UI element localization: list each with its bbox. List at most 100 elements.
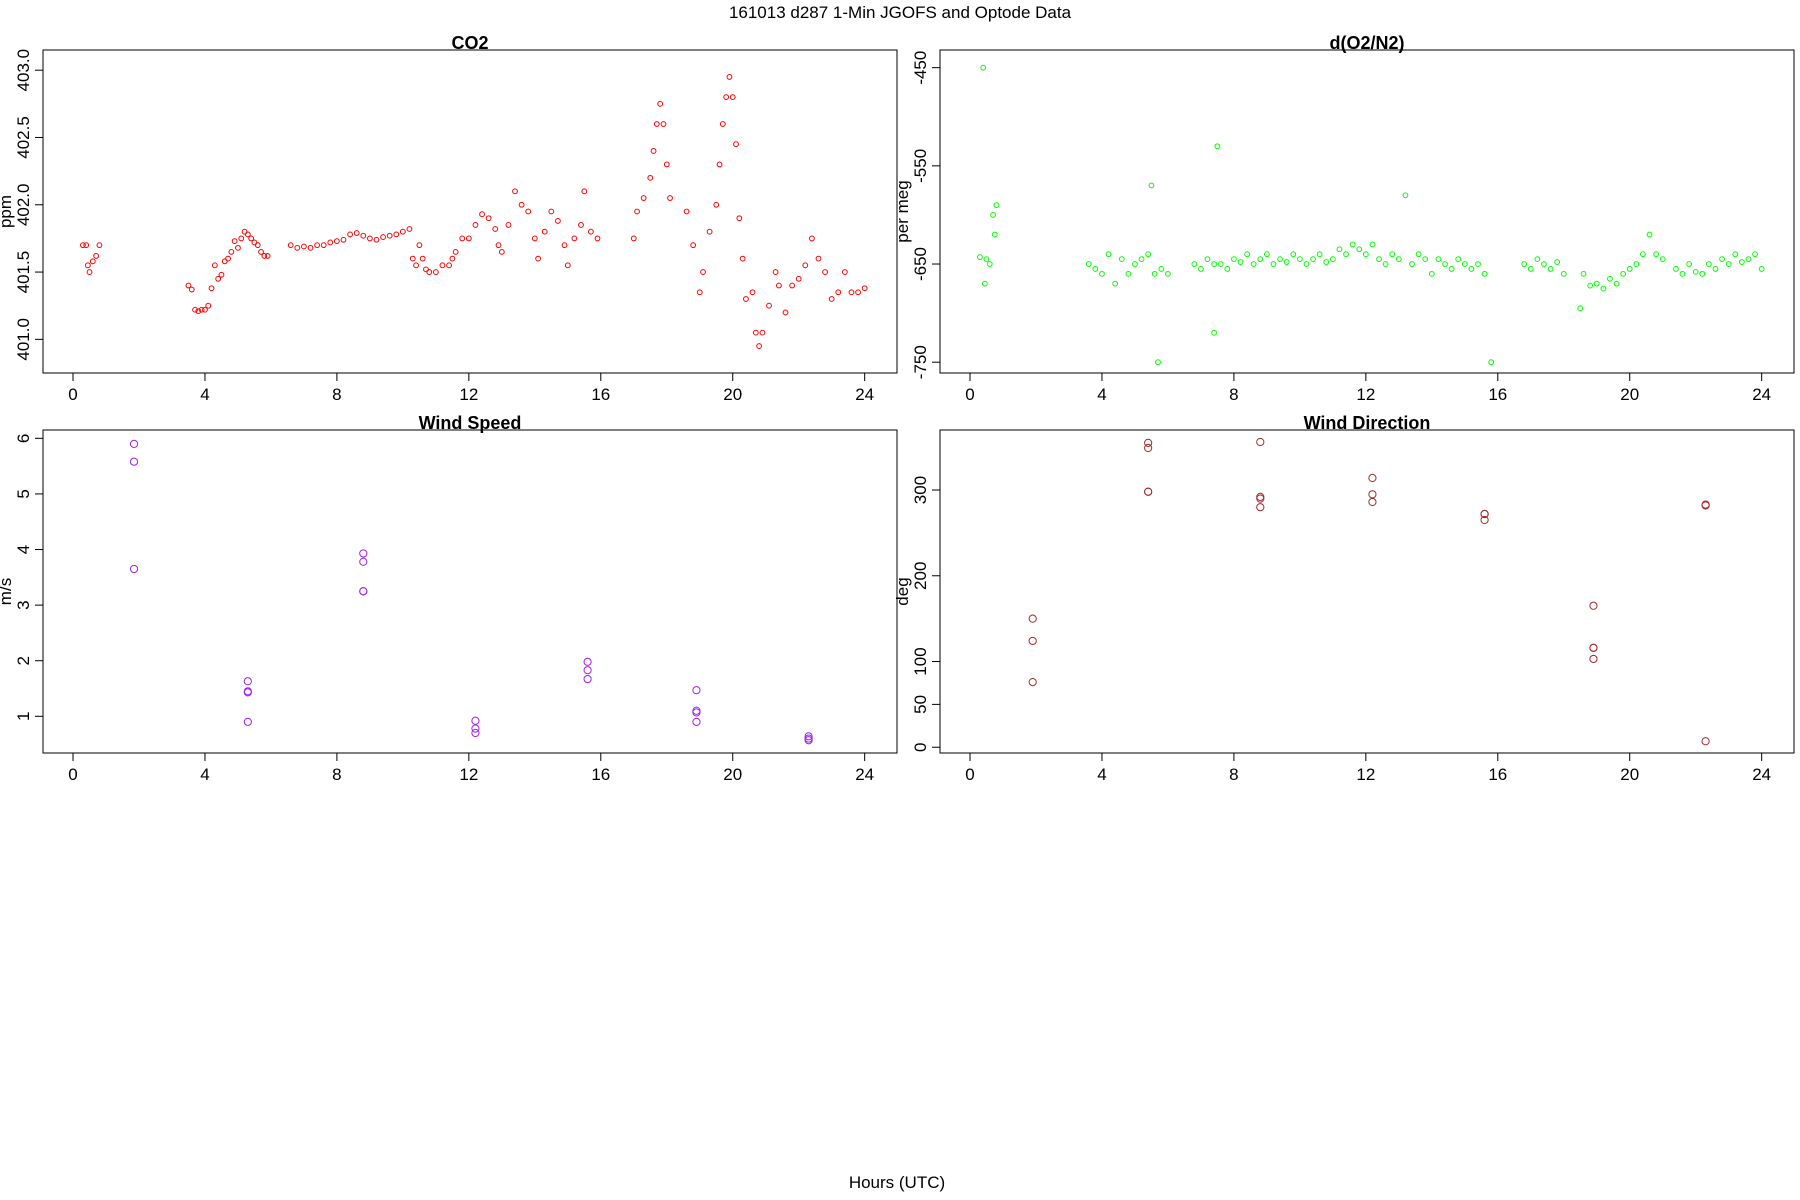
data-point [320,242,327,249]
data-point [653,121,660,127]
x-tick-label: 8 [1229,765,1238,784]
data-point [334,238,340,245]
data-point [1028,636,1037,646]
data-point [1329,256,1336,263]
data-point [692,706,701,715]
data-point [726,74,733,80]
data-point [1488,359,1495,366]
y-tick-label: 402.0 [14,183,33,226]
data-point [359,557,368,566]
data-point [1231,256,1237,263]
data-point [1589,601,1598,610]
data-point [977,254,983,261]
data-point [1368,490,1377,499]
data-point [1191,261,1198,267]
x-tick-label: 12 [1356,765,1375,784]
data-point [815,255,822,262]
data-point [981,280,988,287]
data-point [690,242,697,249]
data-point [314,242,321,249]
data-point [752,329,759,336]
data-point [1145,251,1152,258]
data-point [980,64,987,71]
panel: CO2 ppm 0 4 8 12 16 20 24 401.0 401.5 402.0 402.5 403… [0,33,898,404]
data-point [1270,261,1277,267]
data-point [650,148,657,154]
x-tick-label: 0 [68,765,77,784]
y-tick-label: 300 [911,476,930,504]
y-tick-label: 50 [911,695,930,714]
data-point [555,218,561,224]
data-point [594,235,601,242]
data-point [1422,256,1429,263]
data-point [855,289,861,296]
y-axis-label: deg [893,577,912,605]
data-point [512,188,518,195]
data-point [211,262,218,269]
data-point [86,269,93,275]
data-point [782,309,789,316]
y-tick-label: 401.0 [14,318,33,361]
data-point [1105,251,1112,258]
data-point [561,242,568,249]
data-point [1343,251,1349,258]
data-point [340,236,347,243]
x-tick-label: 0 [965,765,974,784]
data-point [248,235,255,242]
data-point [634,208,640,215]
data-point [495,242,502,249]
data-point [264,253,271,259]
x-tick-label: 0 [965,385,974,404]
data-point [766,302,772,309]
data-point [1659,256,1666,263]
data-point [1448,266,1455,272]
data-point [733,141,739,148]
x-tick-label: 16 [591,385,610,404]
x-tick-label: 12 [459,765,478,784]
data-point [861,285,868,292]
data-point [1534,256,1541,263]
data-point [195,308,202,314]
data-point [380,234,386,240]
data-point [1415,251,1422,258]
x-tick-label: 4 [200,385,209,404]
x-tick-label: 4 [200,765,209,784]
data-point [287,242,294,249]
x-tick-label: 8 [332,385,341,404]
data-point [795,275,802,282]
data-point [667,195,673,201]
data-point [541,228,548,235]
y-tick-label: 100 [911,647,930,675]
data-point [1577,305,1584,312]
data-point [1395,256,1402,263]
data-point [1376,256,1382,263]
data-point [640,195,647,201]
data-point [1560,270,1567,277]
data-point [1316,251,1323,258]
data-point [1428,270,1435,277]
y-tick-label: 3 [14,600,33,609]
x-tick-label: 0 [68,385,77,404]
data-point [409,255,416,262]
data-point [1692,268,1699,275]
data-point [518,201,525,208]
data-point [587,228,594,235]
y-axis-label: per meg [893,180,912,242]
data-point [1613,280,1620,287]
data-point [129,439,139,448]
data-point [1541,261,1547,267]
data-point [692,686,701,695]
x-tick-label: 20 [1620,385,1639,404]
data-point [1679,270,1686,277]
x-tick-label: 4 [1097,385,1106,404]
data-point [1475,261,1481,267]
data-point [716,161,723,168]
data-point [1028,677,1037,687]
data-point [578,222,584,228]
data-point [808,235,815,242]
data-point [215,275,222,282]
data-point [1148,182,1155,189]
data-point [1099,270,1105,277]
data-point [439,262,446,269]
data-point [1336,246,1343,253]
